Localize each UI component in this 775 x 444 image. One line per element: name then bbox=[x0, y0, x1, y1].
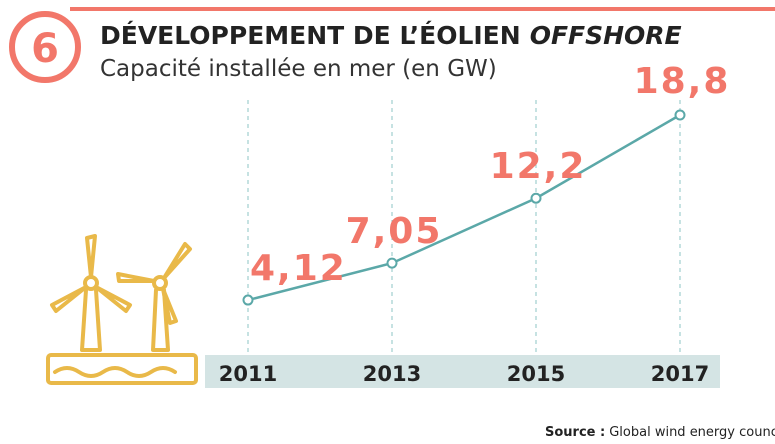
x-tick-label: 2017 bbox=[651, 362, 709, 386]
badge-circle bbox=[9, 11, 81, 83]
x-tick-label: 2013 bbox=[363, 362, 421, 386]
value-label: 18,8 bbox=[634, 61, 731, 102]
data-point bbox=[530, 192, 542, 204]
data-point bbox=[242, 294, 254, 306]
chart-subtitle: Capacité installée en mer (en GW) bbox=[100, 56, 497, 82]
title-main: DÉVELOPPEMENT DE L’ÉOLIEN bbox=[100, 21, 521, 50]
x-tick-label: 2011 bbox=[219, 362, 277, 386]
badge-number: 6 bbox=[31, 26, 59, 72]
source-label: Source : bbox=[545, 425, 605, 440]
value-label: 4,12 bbox=[250, 248, 347, 289]
value-label: 7,05 bbox=[346, 211, 443, 252]
value-label: 12,2 bbox=[490, 146, 587, 187]
title-emphasis: OFFSHORE bbox=[530, 21, 682, 50]
x-tick-label: 2015 bbox=[507, 362, 565, 386]
source-text: Global wind energy council (GWEC), 2018. bbox=[609, 425, 775, 440]
turbine-icon bbox=[46, 234, 198, 385]
data-point bbox=[386, 257, 398, 269]
chart-title: DÉVELOPPEMENT DE L’ÉOLIEN OFFSHORE bbox=[100, 21, 682, 50]
data-line bbox=[247, 113, 681, 302]
axis-band bbox=[205, 355, 720, 388]
source: Source : Global wind energy council (GWEC… bbox=[545, 425, 775, 440]
data-point bbox=[674, 109, 686, 121]
